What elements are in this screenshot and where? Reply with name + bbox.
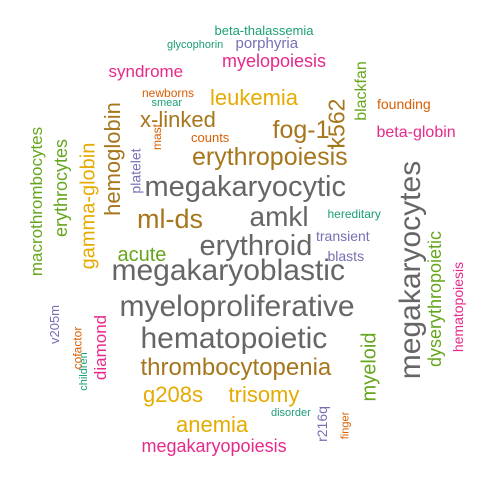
word-hereditary: hereditary: [327, 207, 381, 221]
word-hematopoietic: hematopoietic: [140, 322, 328, 355]
word-fog-1: fog-1: [272, 115, 330, 144]
word-x-linked: x-linked: [140, 107, 216, 132]
word-porphyria: porphyria: [235, 34, 299, 52]
word-newborns: newborns: [142, 86, 195, 100]
word-disorder: disorder: [271, 406, 311, 419]
word-v205m: v205m: [46, 304, 62, 344]
word-platelet: platelet: [127, 148, 144, 194]
word-amkl: amkl: [249, 201, 309, 232]
word-megakaryocytic: megakaryocytic: [144, 170, 346, 203]
word-blackfan: blackfan: [352, 61, 370, 121]
word-erythroid: erythroid: [199, 229, 313, 262]
word-macrothrombocytes: macrothrombocytes: [26, 126, 46, 276]
word-founding: founding: [377, 96, 431, 112]
word-glycophorin: glycophorin: [167, 38, 224, 51]
word-counts: counts: [191, 129, 230, 145]
word-smear: smear: [151, 96, 183, 109]
word-megakaryopoiesis: megakaryopoiesis: [141, 436, 287, 456]
word-diamond: diamond: [90, 314, 110, 380]
word-beta-globin: beta-globin: [376, 124, 456, 141]
word-hematopoiesis: hematopoiesis: [450, 261, 467, 353]
word-trisomy: trisomy: [228, 382, 300, 407]
word-erythrocytes: erythrocytes: [51, 138, 72, 238]
word-thrombocytopenia: thrombocytopenia: [140, 354, 332, 381]
word-dyserythropoietic: dyserythropoietic: [425, 230, 446, 368]
word-anemia: anemia: [176, 412, 249, 437]
word-syndrome: syndrome: [108, 61, 184, 81]
word-g208s: g208s: [143, 382, 203, 407]
word-transient: transient: [316, 228, 370, 244]
word-mast: mast: [150, 123, 165, 151]
word-megakaryoblastic: megakaryoblastic: [111, 254, 345, 287]
word-erythropoiesis: erythropoiesis: [192, 142, 348, 171]
word-k562: k562: [323, 98, 350, 148]
word-ml-ds: ml-ds: [137, 203, 203, 234]
word-hemoglobin: hemoglobin: [99, 102, 125, 216]
word-gamma-globin: gamma-globin: [76, 142, 99, 270]
word-finger: finger: [339, 411, 352, 439]
word-leukemia: leukemia: [210, 85, 299, 110]
word-acute: acute: [117, 244, 167, 266]
word-myeloproliferative: myeloproliferative: [119, 290, 355, 323]
word-myelopoiesis: myelopoiesis: [222, 51, 327, 71]
word-beta-thalassemia: beta-thalassemia: [214, 22, 314, 38]
word-blasts: blasts: [327, 248, 365, 264]
word-children: children: [77, 351, 90, 391]
word-myeloid: myeloid: [357, 332, 380, 402]
word-megakaryocytes: megakaryocytes: [394, 160, 428, 380]
word-r216q: r216q: [313, 406, 330, 442]
